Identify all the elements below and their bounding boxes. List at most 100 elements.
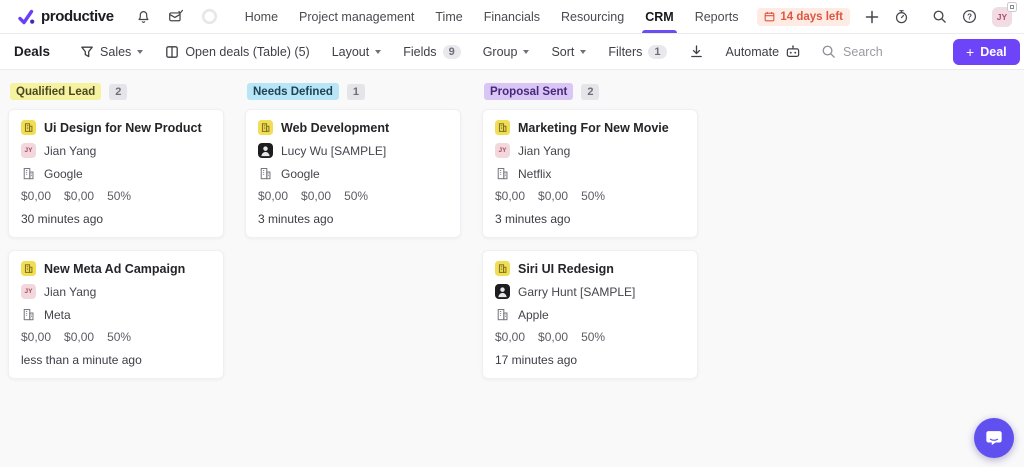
- fields-count-badge: 9: [442, 44, 461, 59]
- deal-updated: less than a minute ago: [21, 353, 142, 367]
- column-count-badge: 2: [581, 83, 600, 100]
- filters-label: Filters: [608, 44, 643, 59]
- fields-button[interactable]: Fields 9: [403, 44, 461, 59]
- deal-updated: 17 minutes ago: [495, 353, 578, 367]
- nav-item-financials[interactable]: Financials: [483, 9, 540, 24]
- deal-amount: $0,00: [495, 330, 526, 344]
- deal-card[interactable]: Siri UI Redesign Garry Hunt [SAMPLE] Apple…: [482, 250, 698, 379]
- new-deal-button[interactable]: + Deal: [953, 38, 1020, 65]
- deal-icon: [21, 261, 36, 276]
- column-count-badge: 2: [109, 83, 128, 100]
- deal-card[interactable]: New Meta Ad Campaign JY Jian Yang Meta $0,00…: [8, 250, 224, 379]
- trial-days-label: 14 days left: [780, 10, 843, 23]
- deal-card[interactable]: Marketing For New Movie JY Jian Yang Netfli…: [482, 109, 698, 238]
- person-avatar: JY: [495, 143, 510, 158]
- inbox-icon[interactable]: [168, 9, 184, 24]
- deal-person: Jian Yang: [44, 284, 97, 299]
- deal-amount-secondary: $0,00: [64, 189, 95, 203]
- calendar-icon: [764, 11, 775, 22]
- deals-kanban-board: Qualified Lead 2 Ui Design for New Product…: [0, 70, 1024, 391]
- deal-person: Jian Yang: [518, 143, 571, 158]
- brand-name: productive: [41, 8, 114, 25]
- nav-item-home[interactable]: Home: [244, 9, 279, 24]
- workspace-badge-icon: [1007, 1, 1017, 12]
- deal-company: Google: [281, 166, 320, 181]
- deal-icon: [258, 120, 273, 135]
- deal-company: Apple: [518, 307, 549, 322]
- svg-text:?: ?: [967, 12, 972, 21]
- column-count-badge: 1: [346, 83, 366, 100]
- page-title: Deals: [14, 44, 51, 59]
- search-input[interactable]: [843, 44, 934, 59]
- sort-dropdown[interactable]: Sort: [551, 44, 587, 59]
- view-switcher[interactable]: Open deals (Table) (5): [165, 45, 310, 59]
- column-header: Qualified Lead 2: [10, 83, 224, 100]
- group-dropdown[interactable]: Group: [483, 45, 530, 59]
- user-avatar[interactable]: JY: [992, 1, 1017, 27]
- saved-filter-dropdown[interactable]: Sales: [80, 45, 144, 59]
- deal-card[interactable]: Web Development Lucy Wu [SAMPLE] Google $0,…: [245, 109, 461, 238]
- deal-probability: 50%: [107, 330, 132, 344]
- deal-amount-secondary: $0,00: [538, 189, 569, 203]
- deal-company: Google: [44, 166, 83, 181]
- deal-updated: 3 minutes ago: [258, 212, 334, 226]
- progress-ring-icon[interactable]: [201, 8, 218, 25]
- export-download-icon[interactable]: [689, 44, 704, 59]
- column-status-pill[interactable]: Qualified Lead: [10, 83, 102, 100]
- column-status-pill[interactable]: Needs Defined: [247, 83, 339, 100]
- group-label: Group: [482, 44, 518, 59]
- deal-probability: 50%: [344, 189, 369, 203]
- chat-bubble-icon: [984, 428, 1004, 448]
- layout-label: Layout: [331, 44, 370, 59]
- new-deal-label: Deal: [980, 44, 1007, 59]
- layout-dropdown[interactable]: Layout: [332, 45, 382, 59]
- trial-days-badge[interactable]: 14 days left: [757, 7, 850, 26]
- nav-item-resourcing[interactable]: Resourcing: [560, 9, 625, 24]
- deal-amount: $0,00: [258, 189, 289, 203]
- filters-button[interactable]: Filters 1: [608, 44, 667, 59]
- deal-card[interactable]: Ui Design for New Product JY Jian Yang Goog…: [8, 109, 224, 238]
- company-icon: [21, 307, 36, 322]
- deals-toolbar: Deals Sales Open deals (Table) (5) Layou…: [0, 34, 1024, 70]
- help-icon[interactable]: ?: [962, 9, 977, 24]
- person-avatar: [258, 143, 273, 158]
- deal-amount: $0,00: [21, 189, 52, 203]
- search-icon[interactable]: [932, 9, 947, 24]
- deal-amount-secondary: $0,00: [538, 330, 569, 344]
- chevron-down-icon: [375, 50, 382, 54]
- automate-button[interactable]: Automate: [726, 44, 802, 59]
- person-avatar: JY: [21, 284, 36, 299]
- deal-person: Lucy Wu [SAMPLE]: [281, 143, 387, 158]
- sort-label: Sort: [551, 44, 575, 59]
- notifications-bell-icon[interactable]: [136, 9, 151, 24]
- column-status-pill[interactable]: Proposal Sent: [484, 83, 574, 100]
- deal-amount: $0,00: [495, 189, 526, 203]
- toolbar-search[interactable]: [821, 44, 934, 59]
- filters-count-badge: 1: [648, 44, 667, 59]
- deal-probability: 50%: [107, 189, 132, 203]
- productive-logo[interactable]: productive: [18, 8, 114, 25]
- nav-item-reports[interactable]: Reports: [694, 9, 739, 24]
- person-avatar: JY: [21, 143, 36, 158]
- deal-title: Ui Design for New Product: [44, 120, 202, 135]
- nav-item-project-management[interactable]: Project management: [299, 9, 415, 24]
- board-column: Proposal Sent 2 Marketing For New Movie JY J…: [482, 83, 698, 391]
- chevron-down-icon: [523, 50, 530, 54]
- main-nav: Home Project management Time Financials …: [242, 0, 742, 33]
- quick-add-plus-icon[interactable]: [865, 10, 879, 24]
- deal-title: Marketing For New Movie: [518, 120, 669, 135]
- deal-icon: [495, 120, 510, 135]
- timer-icon[interactable]: [894, 9, 909, 24]
- deal-icon: [21, 120, 36, 135]
- automate-label: Automate: [725, 44, 780, 59]
- nav-item-crm[interactable]: CRM: [642, 0, 678, 33]
- company-icon: [21, 166, 36, 181]
- nav-item-time[interactable]: Time: [435, 9, 463, 24]
- chat-widget-button[interactable]: [974, 418, 1014, 458]
- table-view-icon: [165, 45, 179, 59]
- funnel-icon: [80, 45, 94, 59]
- deal-amount-secondary: $0,00: [301, 189, 332, 203]
- deal-updated: 3 minutes ago: [495, 212, 571, 226]
- deal-title: New Meta Ad Campaign: [44, 261, 186, 276]
- deal-probability: 50%: [581, 189, 606, 203]
